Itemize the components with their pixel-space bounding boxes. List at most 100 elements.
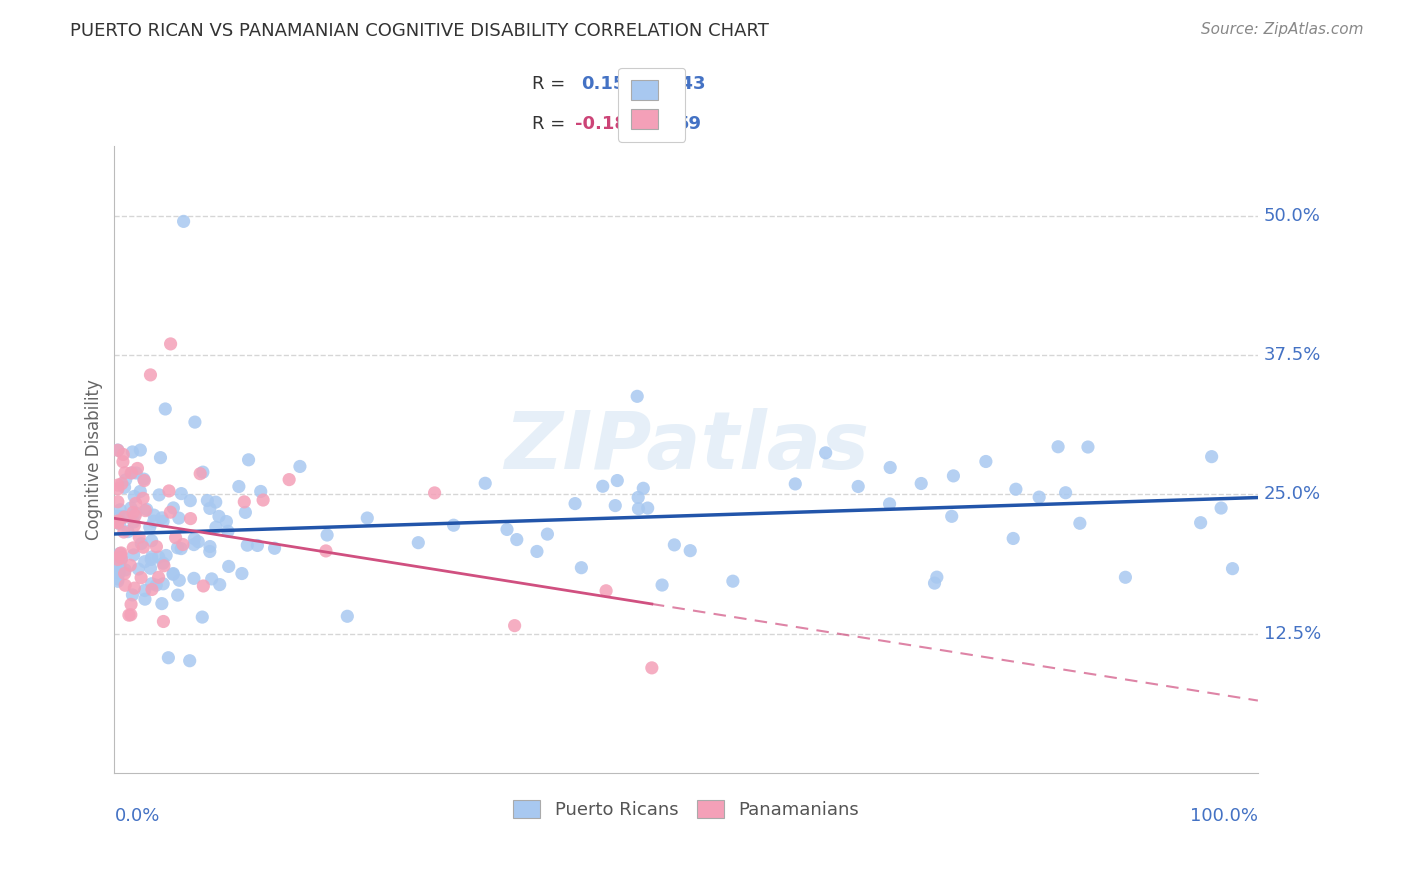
Point [633,481,655,495]
Point [122,506,145,520]
Point [114,480,136,494]
Point [110,502,132,516]
Text: R =: R = [531,115,571,133]
Point [235,505,257,519]
Point [249,484,271,499]
Point [942,469,965,483]
Point [117,524,139,539]
Point [141,582,163,597]
Point [107,495,129,509]
Point [127,461,149,475]
Point [107,516,129,530]
Point [124,518,146,533]
Point [159,505,181,519]
Text: 25.0%: 25.0% [1264,485,1320,503]
Text: 50.0%: 50.0% [1264,207,1320,225]
Point [637,501,659,516]
Point [278,473,301,487]
Point [124,581,146,595]
Point [110,552,132,566]
Point [134,503,156,517]
Point [120,607,142,622]
Point [627,501,650,516]
Point [118,608,141,623]
Text: Source: ZipAtlas.com: Source: ZipAtlas.com [1201,22,1364,37]
Point [107,508,129,523]
Point [162,567,184,582]
Point [626,389,648,403]
Point [141,552,163,566]
Point [641,661,664,675]
Point [110,550,132,565]
Point [139,520,162,534]
Point [721,574,744,589]
Point [193,579,215,593]
Point [122,541,145,555]
Point [205,520,228,534]
Point [569,560,592,574]
Point [110,551,132,566]
Point [191,465,214,479]
Text: ZIPatlas: ZIPatlas [503,408,869,486]
Text: 0.158: 0.158 [581,75,638,93]
Point [1005,482,1028,496]
Point [122,548,145,562]
Point [112,524,135,539]
Point [179,493,201,508]
Point [846,479,869,493]
Point [148,488,170,502]
Point [120,598,142,612]
Point [664,538,686,552]
Text: R =: R = [531,75,571,93]
Text: 59: 59 [678,115,702,133]
Point [150,597,173,611]
Point [135,502,157,516]
Point [162,500,184,515]
Point [155,549,177,563]
Point [159,337,181,351]
Point [128,530,150,544]
Point [110,546,132,560]
Point [785,477,807,491]
Point [536,527,558,541]
Point [208,509,231,524]
Point [606,474,628,488]
Point [141,576,163,591]
Point [208,577,231,591]
Legend: Puerto Ricans, Panamanians: Puerto Ricans, Panamanians [506,793,866,826]
Point [121,588,143,602]
Point [107,566,129,580]
Point [1077,440,1099,454]
Point [288,459,311,474]
Point [142,514,165,528]
Point [238,452,260,467]
Point [526,544,548,558]
Point [1047,440,1070,454]
Point [503,618,526,632]
Point [122,489,145,503]
Point [592,479,614,493]
Point [150,511,173,525]
Text: -0.184: -0.184 [575,115,640,133]
Point [107,552,129,566]
Text: 100.0%: 100.0% [1189,807,1258,825]
Text: 12.5%: 12.5% [1264,624,1320,642]
Point [107,478,129,492]
Point [152,615,174,629]
Point [107,572,129,586]
Point [191,610,214,624]
Point [252,493,274,508]
Point [157,650,180,665]
Point [356,511,378,525]
Point [121,466,143,480]
Point [941,509,963,524]
Point [1054,485,1077,500]
Point [152,577,174,591]
Point [179,654,201,668]
Point [443,518,465,533]
Point [153,558,176,573]
Point [1201,450,1223,464]
Point [145,540,167,554]
Point [1211,501,1233,516]
Point [134,474,156,488]
